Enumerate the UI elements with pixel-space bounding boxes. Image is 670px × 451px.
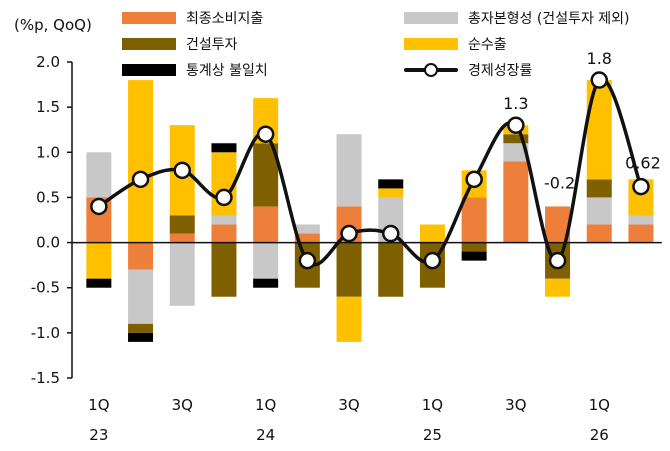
legend-label-net-exports: 순수출 — [468, 37, 507, 53]
bar-discrepancy-1Q24 — [253, 278, 279, 288]
data-label-1Q26: 1.8 — [587, 49, 612, 68]
legend-label-capital: 총자본형성 (건설투자 제외) — [468, 11, 630, 27]
x-tick-label: 1Q — [422, 396, 443, 414]
y-axis-unit: (%p, QoQ) — [14, 16, 92, 34]
x-tick-label: 1Q — [589, 396, 610, 414]
x-tick-label: 3Q — [338, 396, 359, 414]
y-tick-label: -1.0 — [31, 324, 60, 342]
bar-capital-2Q23 — [128, 269, 154, 324]
bar-consumption-2Q25 — [461, 197, 487, 243]
y-tick-label: -1.5 — [31, 369, 60, 387]
bar-net_exports-1Q25 — [419, 224, 445, 243]
bar-capital-1Q26 — [586, 197, 612, 225]
y-tick-label: 0.0 — [36, 234, 60, 252]
legend-discrepancy: 통계상 불일치 — [122, 60, 268, 80]
bar-construction-3Q24 — [336, 242, 362, 297]
bar-consumption-3Q25 — [503, 161, 529, 243]
bar-discrepancy-2Q23 — [128, 332, 154, 342]
y-tick-label: 1.5 — [36, 98, 60, 116]
legend-swatch-construction — [122, 38, 176, 50]
growth-point-4Q25 — [548, 251, 567, 270]
growth-point-2Q23 — [131, 170, 150, 189]
bar-consumption-2Q24 — [294, 233, 320, 243]
growth-point-4Q24 — [382, 224, 400, 243]
bar-consumption-1Q26 — [586, 224, 612, 243]
bar-consumption-4Q23 — [211, 224, 237, 243]
growth-point-2Q24 — [298, 251, 317, 270]
bar-capital-1Q24 — [253, 242, 279, 279]
bar-capital-1Q23 — [86, 152, 112, 198]
legend-swatch-discrepancy — [122, 64, 176, 76]
data-label-3Q25: 1.3 — [503, 94, 528, 113]
x-year-label: 26 — [590, 426, 609, 444]
legend-label-construction: 건설투자 — [186, 37, 238, 53]
bar-net_exports-4Q24 — [378, 188, 404, 198]
y-tick-label: 1.0 — [36, 143, 60, 161]
x-tick-label: 1Q — [88, 396, 109, 414]
growth-point-3Q23 — [173, 161, 191, 180]
legend-label-discrepancy: 통계상 불일치 — [186, 63, 268, 79]
x-year-label: 24 — [256, 426, 275, 444]
legend-swatch-consumption — [122, 12, 176, 24]
bar-discrepancy-4Q24 — [378, 179, 404, 189]
growth-point-3Q24 — [340, 224, 358, 243]
growth-point-3Q25 — [507, 116, 525, 134]
x-tick-label: 3Q — [172, 396, 193, 414]
data-label-4Q25: -0.2 — [544, 173, 575, 192]
y-tick-label: 2.0 — [36, 53, 60, 71]
legend-consumption: 최종소비지출 — [122, 8, 263, 28]
bar-capital-2Q26 — [628, 215, 654, 225]
x-tick-label: 1Q — [255, 396, 276, 414]
x-year-label: 25 — [423, 426, 442, 444]
data-label-2Q26: 0.62 — [625, 154, 661, 173]
growth-point-2Q26 — [632, 177, 650, 196]
growth-point-1Q25 — [423, 251, 442, 270]
growth-point-1Q26 — [590, 71, 608, 89]
bar-discrepancy-1Q23 — [86, 278, 112, 288]
bar-construction-2Q23 — [128, 323, 154, 333]
bar-construction-4Q23 — [211, 242, 237, 297]
bar-net_exports-1Q23 — [86, 242, 112, 279]
growth-point-1Q24 — [256, 125, 275, 143]
bar-construction-3Q23 — [169, 215, 195, 234]
bar-capital-2Q24 — [294, 224, 320, 234]
bar-consumption-2Q26 — [628, 224, 654, 243]
growth-point-4Q23 — [215, 188, 233, 207]
bar-net_exports-4Q25 — [545, 278, 571, 297]
y-tick-label: 0.5 — [36, 188, 60, 206]
bar-capital-3Q24 — [336, 134, 362, 207]
growth-point-1Q23 — [90, 197, 108, 216]
bar-discrepancy-4Q23 — [211, 143, 237, 153]
bar-consumption-3Q23 — [169, 233, 195, 243]
bar-discrepancy-2Q25 — [461, 251, 487, 261]
bar-construction-1Q26 — [586, 179, 612, 198]
legend-construction: 건설투자 — [122, 34, 238, 54]
legend-label-consumption: 최종소비지출 — [186, 11, 264, 27]
legend-growth: 경제성장률 — [404, 60, 532, 80]
bar-capital-3Q23 — [169, 242, 195, 306]
bar-consumption-1Q24 — [253, 206, 279, 243]
bar-construction-2Q25 — [461, 242, 487, 252]
bar-capital-3Q25 — [503, 143, 529, 162]
x-year-label: 23 — [89, 426, 108, 444]
bar-construction-4Q24 — [378, 242, 404, 297]
legend-swatch-net-exports — [404, 38, 458, 50]
bar-construction-3Q25 — [503, 134, 529, 144]
bar-net_exports-2Q23 — [128, 80, 154, 243]
bar-net_exports-3Q24 — [336, 296, 362, 342]
bar-net_exports-1Q26 — [586, 80, 612, 180]
legend-capital: 총자본형성 (건설투자 제외) — [404, 8, 630, 28]
legend-label-growth: 경제성장률 — [468, 63, 533, 79]
bar-consumption-2Q23 — [128, 242, 154, 270]
legend-net-exports: 순수출 — [404, 34, 507, 54]
bar-capital-4Q23 — [211, 215, 237, 225]
y-tick-label: -0.5 — [31, 279, 60, 297]
legend-swatch-capital — [404, 12, 458, 24]
legend-line-marker-icon — [404, 63, 458, 77]
growth-point-2Q25 — [465, 170, 483, 189]
x-tick-label: 3Q — [505, 396, 526, 414]
